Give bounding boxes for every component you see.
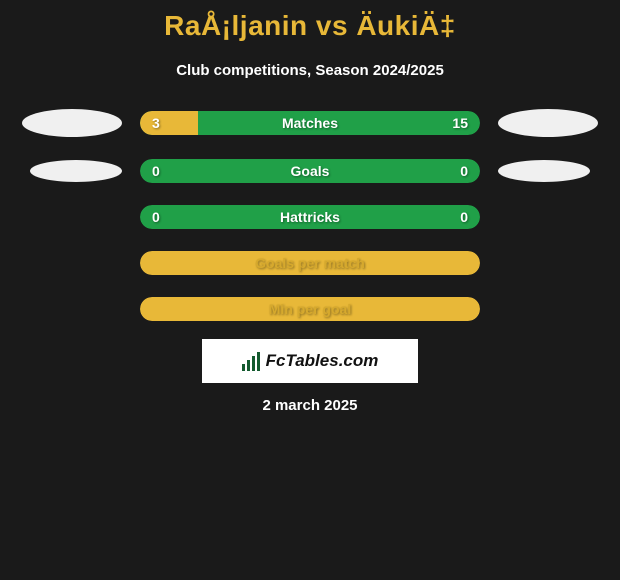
stat-row: Min per goal bbox=[0, 297, 620, 321]
stat-row: 0 Hattricks 0 bbox=[0, 205, 620, 229]
stat-rows: 3 Matches 15 0 Goals 0 0 Hattricks 0 Goals per ma… bbox=[0, 109, 620, 321]
stat-bar-fill bbox=[140, 111, 198, 135]
player-badge-right bbox=[498, 109, 598, 137]
stat-row: Goals per match bbox=[0, 251, 620, 275]
stat-value-right: 0 bbox=[460, 163, 468, 179]
subtitle: Club competitions, Season 2024/2025 bbox=[0, 62, 620, 79]
stat-value-right: 0 bbox=[460, 209, 468, 225]
stat-bar: 0 Goals 0 bbox=[140, 159, 480, 183]
logo-box: FcTables.com bbox=[202, 339, 418, 383]
stat-bar: 3 Matches 15 bbox=[140, 111, 480, 135]
stat-row: 3 Matches 15 bbox=[0, 109, 620, 137]
player-badge-right bbox=[498, 160, 590, 182]
stat-value-left: 0 bbox=[152, 209, 160, 225]
stat-label: Hattricks bbox=[280, 209, 340, 225]
player-badge-left bbox=[30, 160, 122, 182]
stat-value-left: 0 bbox=[152, 163, 160, 179]
date-label: 2 march 2025 bbox=[0, 397, 620, 414]
stat-label: Matches bbox=[282, 115, 338, 131]
stat-label: Min per goal bbox=[269, 301, 351, 317]
stat-row: 0 Goals 0 bbox=[0, 159, 620, 183]
page-title: RaÅ¡ljanin vs ÄukiÄ‡ bbox=[0, 0, 620, 42]
stat-label: Goals bbox=[291, 163, 330, 179]
logo-text: FcTables.com bbox=[266, 351, 379, 371]
stat-value-right: 15 bbox=[452, 115, 468, 131]
stat-bar: 0 Hattricks 0 bbox=[140, 205, 480, 229]
fctables-icon bbox=[242, 351, 260, 371]
player-badge-left bbox=[22, 109, 122, 137]
stat-bar: Min per goal bbox=[140, 297, 480, 321]
stat-bar: Goals per match bbox=[140, 251, 480, 275]
stat-value-left: 3 bbox=[152, 115, 160, 131]
stat-label: Goals per match bbox=[255, 255, 365, 271]
